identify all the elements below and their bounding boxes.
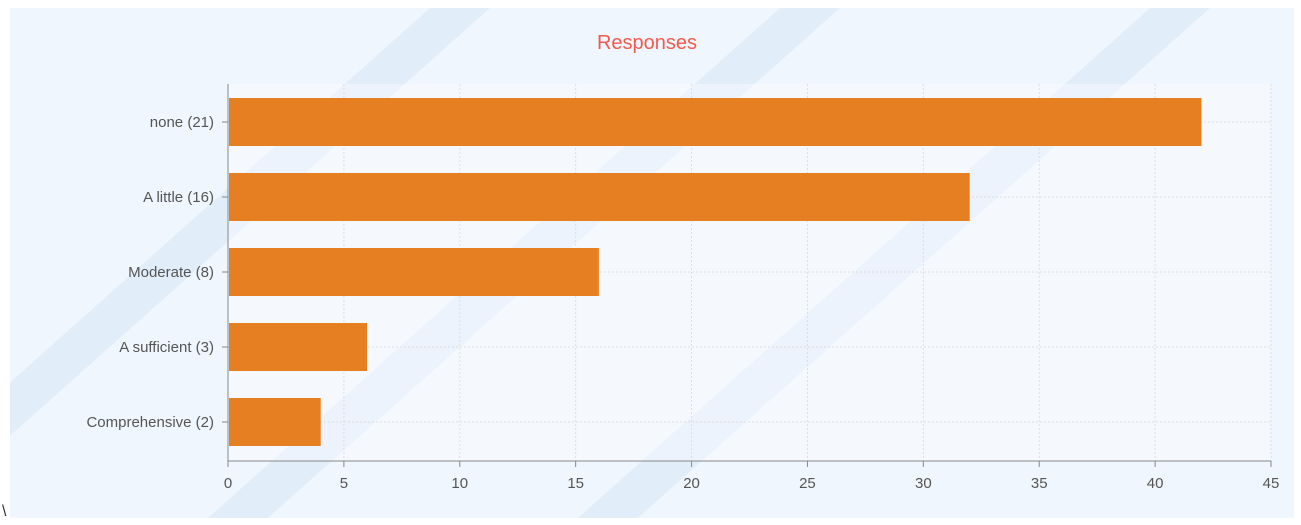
x-tick-label: 10 — [451, 475, 468, 492]
bar — [229, 173, 970, 221]
y-category-label: Moderate (8) — [128, 264, 214, 281]
bar — [229, 323, 368, 371]
x-tick-label: 5 — [340, 475, 348, 492]
bars — [229, 98, 1202, 446]
stray-character: \ — [2, 503, 7, 520]
bar — [229, 98, 1202, 146]
x-tick-label: 0 — [224, 475, 232, 492]
x-axis-ticks: 0 5 10 15 20 25 30 35 40 45 — [224, 461, 1280, 492]
x-tick-label: 45 — [1263, 475, 1280, 492]
x-tick-label: 30 — [915, 475, 932, 492]
x-tick-label: 15 — [567, 475, 584, 492]
chart-title: Responses — [597, 32, 697, 54]
x-tick-label: 40 — [1147, 475, 1164, 492]
x-tick-label: 25 — [799, 475, 816, 492]
x-tick-label: 35 — [1031, 475, 1048, 492]
y-axis-labels: none (21) A little (16) Moderate (8) A suff… — [86, 114, 228, 431]
bar — [229, 248, 599, 296]
y-category-label: A little (16) — [143, 189, 214, 206]
y-category-label: Comprehensive (2) — [86, 414, 214, 431]
bar — [229, 398, 321, 446]
y-category-label: none (21) — [150, 114, 214, 131]
y-category-label: A sufficient (3) — [119, 339, 214, 356]
x-tick-label: 20 — [683, 475, 700, 492]
